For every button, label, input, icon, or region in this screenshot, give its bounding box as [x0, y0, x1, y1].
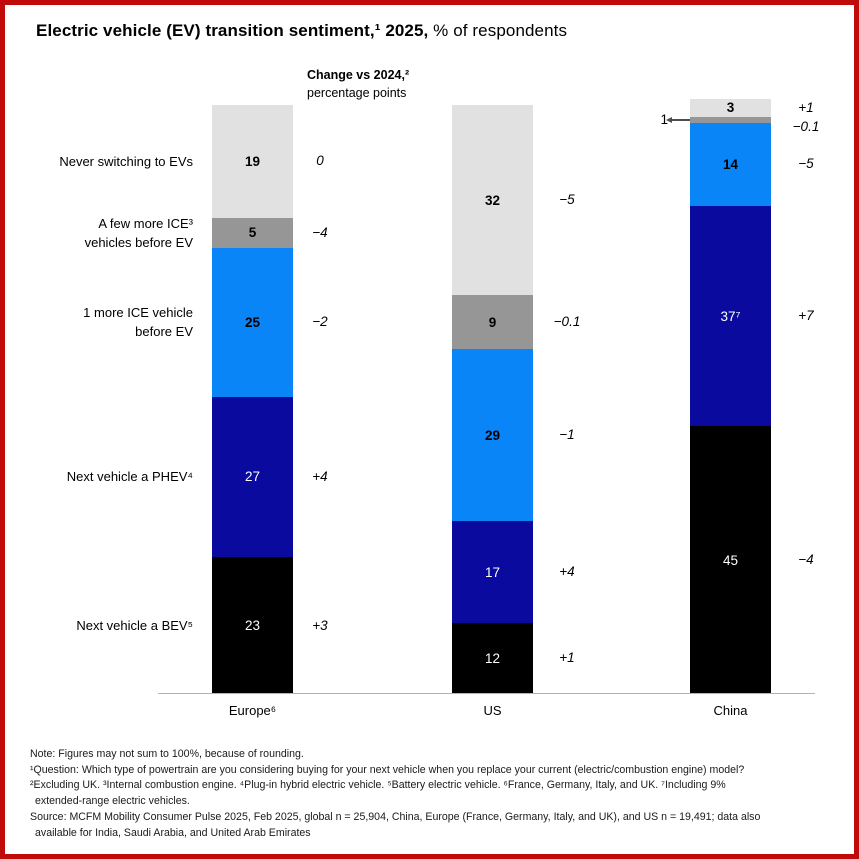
change-value-label: −2: [312, 314, 328, 330]
category-label: A few more ICE³ vehicles before EV: [84, 215, 193, 250]
segment-value-label: 5: [248, 225, 257, 241]
category-label: Next vehicle a BEV⁵: [76, 618, 193, 634]
change-column-header-sub: percentage points: [307, 86, 407, 100]
change-value-label: −4: [798, 552, 814, 568]
category-label: Never switching to EVs: [59, 153, 193, 169]
segment-value-label: 14: [722, 156, 739, 172]
segment-value-label: 29: [484, 427, 501, 443]
bar-segment: 17: [452, 521, 533, 623]
change-value-label: 0: [316, 153, 324, 169]
change-value-label: −5: [559, 192, 575, 208]
segment-value-label: 3: [726, 100, 735, 116]
bar-segment: 45: [690, 426, 771, 694]
change-value-label: −4: [312, 224, 328, 240]
segment-value-label: 9: [488, 314, 497, 330]
segment-value-label: 25: [244, 314, 261, 330]
axis-group-label: Europe⁶: [228, 703, 277, 718]
leader-line: [672, 118, 690, 121]
page-title: Electric vehicle (EV) transition sentime…: [36, 21, 567, 41]
change-column-header-bold: Change vs 2024,²: [307, 68, 410, 82]
segment-value-label: 27: [244, 469, 261, 485]
footnote-source-cont: available for India, Saudi Arabia, and U…: [35, 826, 311, 839]
change-value-label: +1: [559, 650, 575, 666]
segment-value-label: 32: [484, 192, 501, 208]
footnote-source: Source: MCFM Mobility Consumer Pulse 202…: [30, 810, 761, 823]
bar-segment: 3: [690, 99, 771, 117]
bar-segment: 29: [452, 348, 533, 522]
bar-segment: 27: [212, 396, 293, 558]
segment-value-label: 12: [484, 650, 501, 666]
category-label: 1 more ICE vehicle before EV: [83, 305, 193, 340]
footnote-definitions-cont: extended-range electric vehicles.: [35, 795, 190, 808]
change-value-label: −1: [559, 427, 575, 443]
change-value-label: +4: [559, 564, 575, 580]
footnote-question: ¹Question: Which type of powertrain are …: [30, 763, 745, 776]
category-label: Next vehicle a PHEV⁴: [66, 469, 193, 485]
segment-value-label-external: 1: [660, 111, 668, 127]
bar-segment: 5: [212, 218, 293, 248]
bar-segment: 19: [212, 104, 293, 218]
segment-value-label: 45: [722, 552, 739, 568]
footnote-definitions: ²Excluding UK. ³Internal combustion engi…: [30, 779, 726, 792]
bar-segment: 12: [452, 622, 533, 694]
bar-segment: 32: [452, 104, 533, 296]
change-value-label: +7: [798, 308, 814, 324]
x-axis-line: [158, 693, 815, 694]
change-value-label: −0.1: [792, 118, 820, 134]
leader-arrowhead: [666, 116, 672, 123]
footnotes: Note: Figures may not sum to 100%, becau…: [30, 747, 760, 841]
bar-segment: 9: [452, 295, 533, 349]
change-value-label: +3: [312, 617, 328, 633]
bar-segment: 14: [690, 122, 771, 207]
change-value-label: +1: [798, 99, 814, 115]
page-title-bold: Electric vehicle (EV) transition sentime…: [36, 21, 429, 40]
segment-value-label: 19: [244, 153, 261, 169]
bar-segment: [690, 116, 771, 123]
bar-segment: 23: [212, 557, 293, 694]
change-value-label: −0.1: [553, 314, 581, 330]
bar-segment: 25: [212, 247, 293, 397]
change-value-label: −5: [798, 156, 814, 172]
page-title-unit: % of respondents: [428, 21, 568, 40]
segment-value-label: 23: [244, 618, 261, 634]
segment-value-label: 37⁷: [720, 308, 741, 324]
axis-group-label: China: [713, 703, 748, 718]
change-column-header: Change vs 2024,² percentage points: [307, 66, 409, 102]
bar-segment: 37⁷: [690, 206, 771, 427]
footnote-note: Note: Figures may not sum to 100%, becau…: [30, 748, 304, 760]
segment-value-label: 17: [484, 564, 501, 580]
axis-group-label: US: [483, 703, 502, 718]
change-value-label: +4: [312, 468, 328, 484]
